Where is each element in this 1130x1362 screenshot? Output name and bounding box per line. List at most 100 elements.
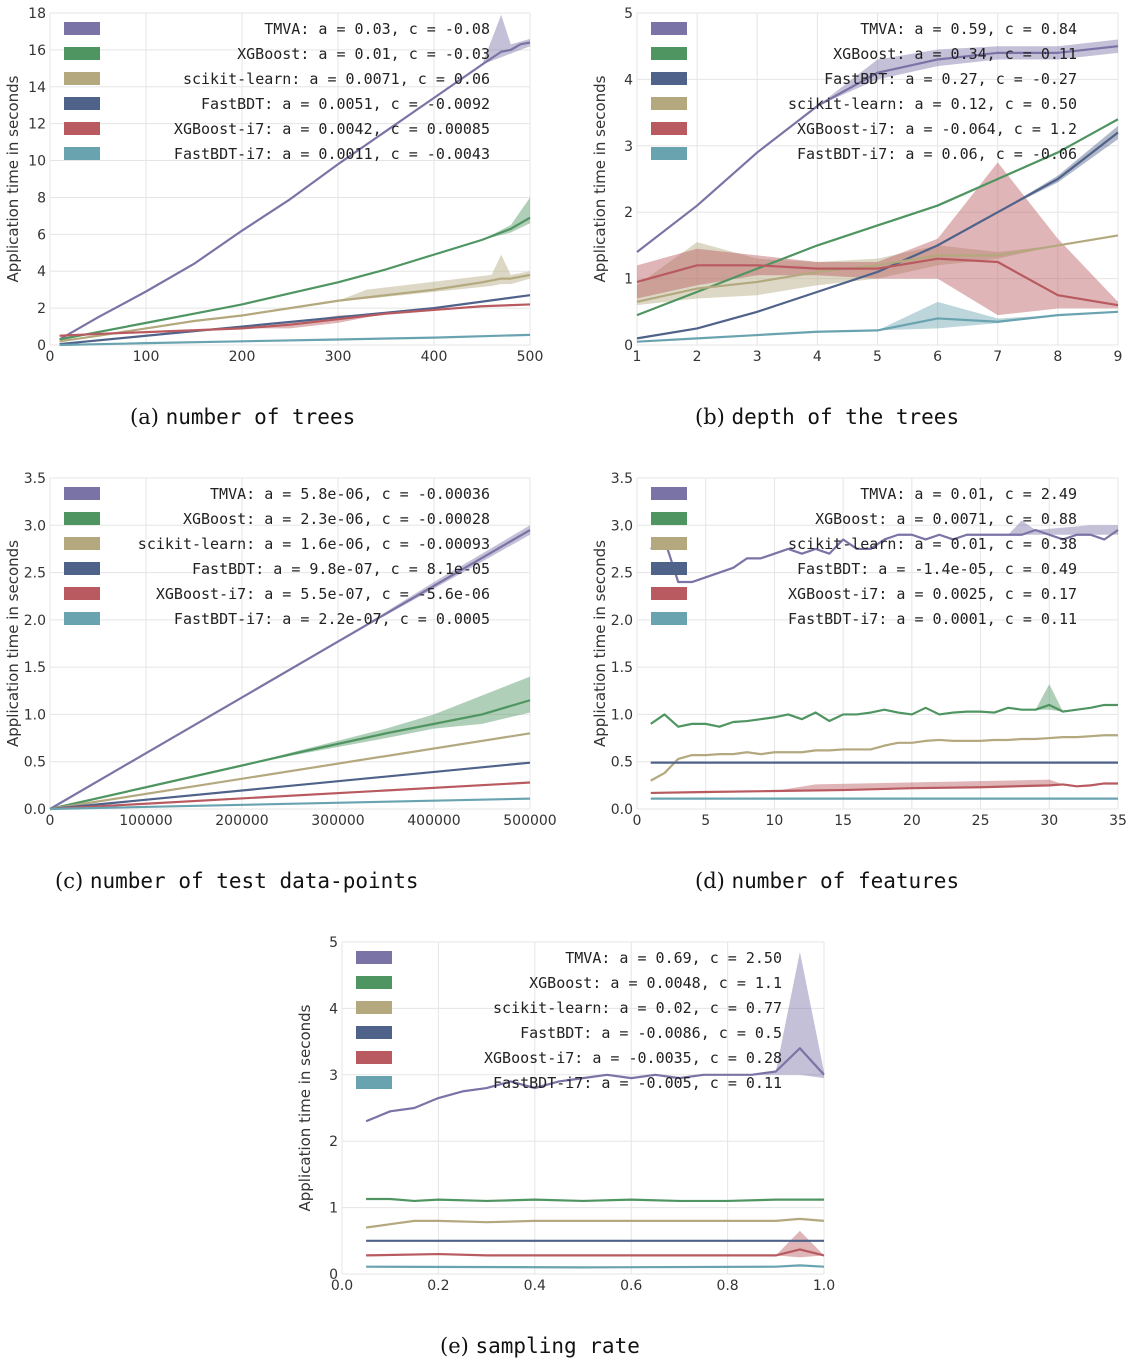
y-tick-label: 0 (624, 338, 633, 354)
x-tick-label: 35 (1109, 813, 1127, 829)
x-tick-label: 100 (133, 349, 160, 365)
series-line-scikit-learn (636, 234, 1119, 303)
legend-swatch (651, 72, 687, 85)
band-xgboost (1021, 684, 1077, 712)
chart-e: 0 1 2 3 4 5 0.0 0.2 0.4 0.6 0.8 1.0 Application time… (296, 935, 835, 1358)
legend-entry: FastBDT: a = 0.0051, c = -0.0092 (201, 95, 490, 113)
legend-swatch (651, 147, 687, 160)
legend-swatch (651, 487, 687, 500)
legend-swatch (64, 22, 100, 35)
series-line-scikit-learn (650, 734, 1118, 782)
y-tick-label: 2.0 (611, 613, 633, 629)
y-tick-label: 5 (624, 6, 633, 22)
chart-a: 0 2 4 6 8 10 12 14 16 18 0 100 200 300 400 500 Applicati… (4, 6, 543, 429)
series-line-xgboost (59, 216, 531, 341)
chart-c: 0.0 0.5 1.0 1.5 2.0 2.5 3.0 3.5 0 100000 200000 300… (4, 471, 557, 893)
legend-entry: FastBDT: a = 0.27, c = -0.27 (824, 70, 1077, 88)
y-tick-label: 12 (28, 117, 46, 133)
y-tick-label: 3.0 (24, 518, 46, 534)
legend-entry: scikit-learn: a = 0.0071, c = 0.06 (183, 70, 490, 88)
plot-area (50, 13, 530, 345)
legend-entry: scikit-learn: a = 0.02, c = 0.77 (493, 999, 782, 1017)
caption-letter: (e) (440, 1334, 476, 1358)
legend-entry: TMVA: a = 0.03, c = -0.08 (264, 20, 490, 38)
series-line-scikit-learn (59, 273, 531, 343)
legend-swatch (356, 1001, 392, 1014)
series-line-fastbdt (636, 131, 1119, 340)
legend-entry: TMVA: a = 0.69, c = 2.50 (565, 949, 782, 967)
y-tick-label: 4 (329, 1001, 338, 1017)
y-axis-label: Application time in seconds (591, 75, 609, 282)
legend-entry: FastBDT-i7: a = 0.0011, c = -0.0043 (174, 145, 490, 163)
legend-entry: XGBoost: a = 0.34, c = 0.11 (833, 45, 1077, 63)
legend-entry: FastBDT: a = -1.4e-05, c = 0.49 (797, 560, 1077, 578)
legend-swatch (356, 1076, 392, 1089)
x-tick-label: 400 (421, 349, 448, 365)
series-line-scikit-learn (49, 732, 531, 811)
legend-entry: XGBoost-i7: a = -0.0035, c = 0.28 (484, 1049, 782, 1067)
legend-entry: XGBoost: a = 2.3e-06, c = -0.00028 (183, 510, 490, 528)
x-tick-label: 25 (972, 813, 990, 829)
x-tick-label: 300000 (311, 813, 364, 829)
legend-swatch (651, 537, 687, 550)
x-tick-label: 200 (229, 349, 256, 365)
y-tick-label: 10 (28, 154, 46, 170)
caption-text: sampling rate (476, 1334, 640, 1358)
caption-text: number of test data-points (90, 869, 419, 893)
series-line-tmva (49, 529, 531, 810)
y-axis-label: Application time in seconds (296, 1004, 314, 1211)
x-tick-label: 4 (813, 349, 822, 365)
x-tick-label: 500 (517, 349, 544, 365)
series-line-tmva (365, 1047, 825, 1123)
legend-swatch (64, 587, 100, 600)
legend-swatch (64, 487, 100, 500)
legend-entry: FastBDT: a = 9.8e-07, c = 8.1e-05 (192, 560, 490, 578)
y-tick-label: 4 (37, 264, 46, 280)
series-line-xgboost-i7 (366, 1248, 825, 1257)
x-tick-label: 20 (903, 813, 921, 829)
legend-swatch (64, 97, 100, 110)
band-xgboost-i7 (774, 779, 1064, 792)
x-tick-label: 0.2 (427, 1278, 449, 1294)
legend-swatch (356, 951, 392, 964)
y-tick-label: 8 (37, 190, 46, 206)
y-tick-label: 0.0 (611, 802, 633, 818)
y-tick-label: 5 (329, 935, 338, 951)
x-tick-label: 0 (46, 813, 55, 829)
legend-swatch (651, 47, 687, 60)
legend-entry: scikit-learn: a = 0.01, c = 0.38 (788, 535, 1077, 553)
y-tick-label: 14 (28, 80, 46, 96)
series-line-fastbdt-i7 (49, 797, 531, 811)
y-tick-label: 0.5 (24, 755, 46, 771)
series-line-scikit-learn (365, 1217, 825, 1229)
chart-caption: (a) number of trees (130, 405, 355, 429)
band-tmva (1008, 520, 1118, 535)
caption-text: number of trees (166, 405, 356, 429)
band-xgboost-i7 (679, 1230, 824, 1258)
x-tick-label: 0.0 (331, 1278, 353, 1294)
x-tick-label: 0 (46, 349, 55, 365)
y-tick-label: 0.5 (611, 755, 633, 771)
y-axis-label: Application time in seconds (4, 75, 22, 282)
x-tick-label: 3 (753, 349, 762, 365)
series-line-xgboost (49, 699, 531, 811)
legend-swatch (651, 587, 687, 600)
x-tick-label: 7 (993, 349, 1002, 365)
legend-entry: XGBoost-i7: a = -0.064, c = 1.2 (797, 120, 1077, 138)
legend-swatch (64, 72, 100, 85)
series-line-fastbdt (59, 294, 531, 346)
x-tick-label: 200000 (215, 813, 268, 829)
x-tick-label: 5 (873, 349, 882, 365)
band-fastbdt-i7 (817, 301, 1058, 332)
y-tick-label: 2 (329, 1134, 338, 1150)
legend-entry: FastBDT: a = -0.0086, c = 0.5 (520, 1024, 782, 1042)
series-line-xgboost-i7 (59, 303, 531, 337)
x-tick-label: 0.8 (716, 1278, 738, 1294)
series-line-tmva (636, 45, 1119, 253)
caption-letter: (c) (55, 869, 90, 893)
series-line-fastbdt-i7 (366, 1264, 825, 1269)
legend-swatch (651, 512, 687, 525)
x-tick-label: 0 (633, 813, 642, 829)
x-tick-label: 0.4 (524, 1278, 546, 1294)
series-line-fastbdt-i7 (59, 333, 531, 347)
